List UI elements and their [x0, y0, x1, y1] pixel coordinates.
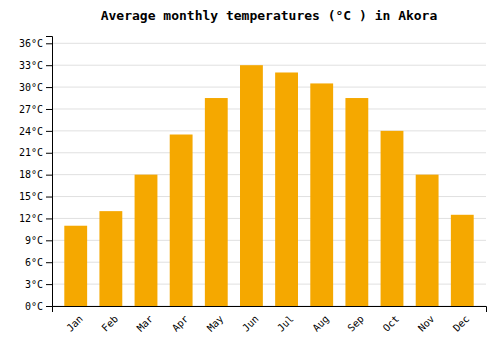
- y-tick-mark: [46, 262, 52, 263]
- y-tick-label: 30°C: [19, 82, 43, 93]
- x-tick-label: Oct: [381, 313, 402, 334]
- y-tick-label: 27°C: [19, 104, 43, 115]
- x-tick-label: Nov: [416, 313, 437, 334]
- y-tick-mark: [46, 175, 52, 176]
- x-tick: Jan: [64, 313, 85, 334]
- bar: [64, 226, 87, 306]
- x-axis-line: [53, 307, 487, 313]
- y-tick-mark: [46, 218, 52, 219]
- y-tick: 0°C: [25, 301, 52, 312]
- bar: [381, 131, 404, 306]
- y-tick-mark: [46, 109, 52, 110]
- y-tick: 12°C: [19, 213, 52, 224]
- y-tick: 33°C: [19, 60, 52, 71]
- bar: [451, 215, 474, 306]
- y-tick-mark: [46, 43, 52, 44]
- x-tick-label: Jan: [64, 313, 85, 334]
- y-tick-label: 6°C: [25, 257, 43, 268]
- y-tick-mark: [46, 240, 52, 241]
- x-tick-label: Jun: [240, 313, 261, 334]
- x-tick: Feb: [100, 313, 121, 334]
- grid-line: [52, 108, 486, 109]
- x-tick: Dec: [451, 313, 472, 334]
- x-axis: Jan Feb Mar Apr May Jun Jul Aug Sep Oct Nov Dec: [53, 307, 487, 334]
- x-tick: Jul: [275, 313, 296, 334]
- y-tick-mark: [46, 153, 52, 154]
- grid-line: [52, 152, 486, 153]
- y-tick: 30°C: [19, 82, 52, 93]
- y-tick-label: 3°C: [25, 279, 43, 290]
- y-tick-label: 33°C: [19, 60, 43, 71]
- y-tick-mark: [46, 197, 52, 198]
- y-tick-mark: [46, 131, 52, 132]
- x-tick-label: Sep: [345, 313, 366, 334]
- grid-line: [52, 130, 486, 131]
- y-tick-label: 12°C: [19, 213, 43, 224]
- y-tick-label: 9°C: [25, 235, 43, 246]
- x-tick: Mar: [135, 313, 156, 334]
- bar: [99, 211, 122, 306]
- y-tick: 27°C: [19, 104, 52, 115]
- grid-line: [52, 87, 486, 88]
- x-tick: Sep: [345, 313, 366, 334]
- x-tick-label: May: [205, 313, 226, 334]
- x-tick: Oct: [381, 313, 402, 334]
- chart: Jan Feb Mar Apr May Jun Jul Aug Sep Oct Nov Dec 0°C 3…: [0, 0, 500, 350]
- grid-line: [52, 43, 486, 44]
- y-tick-label: 15°C: [19, 191, 43, 202]
- y-tick: 18°C: [19, 169, 52, 180]
- y-tick-label: 21°C: [19, 147, 43, 158]
- y-tick-label: 18°C: [19, 169, 43, 180]
- y-tick-label: 0°C: [25, 301, 43, 312]
- y-tick: 36°C: [19, 38, 52, 49]
- y-tick: 6°C: [25, 257, 52, 268]
- y-tick: 3°C: [25, 279, 52, 290]
- y-axis: 0°C 3°C 6°C 9°C 12°C 15°C 18°C 21°C 24°C 27°C 30°C…: [19, 37, 53, 312]
- x-tick: Nov: [416, 313, 437, 334]
- x-tick-label: Mar: [135, 313, 156, 334]
- y-tick: 9°C: [25, 235, 52, 246]
- bar: [135, 175, 158, 306]
- bar: [275, 72, 298, 306]
- bar: [310, 83, 333, 306]
- x-tick: Apr: [170, 313, 191, 334]
- grid-line: [52, 65, 486, 66]
- x-tick-label: Dec: [451, 313, 472, 334]
- x-tick-label: Aug: [310, 313, 331, 334]
- grid: [52, 43, 486, 306]
- y-tick-label: 36°C: [19, 38, 43, 49]
- x-tick: Aug: [310, 313, 331, 334]
- y-tick-mark: [46, 306, 52, 307]
- y-tick-label: 24°C: [19, 126, 43, 137]
- bar: [416, 175, 439, 306]
- bars: [64, 65, 473, 306]
- x-tick-label: Apr: [170, 313, 191, 334]
- bar: [240, 65, 263, 306]
- bar: [205, 98, 228, 306]
- x-tick: May: [205, 313, 226, 334]
- y-tick-mark: [46, 284, 52, 285]
- y-tick: 15°C: [19, 191, 52, 202]
- x-tick: Jun: [240, 313, 261, 334]
- y-tick-mark: [46, 65, 52, 66]
- y-tick: 24°C: [19, 126, 52, 137]
- bar: [345, 98, 368, 306]
- x-tick-label: Jul: [275, 313, 296, 334]
- plot: Jan Feb Mar Apr May Jun Jul Aug Sep Oct Nov Dec 0°C 3…: [19, 37, 487, 334]
- y-axis-line: [46, 37, 53, 307]
- title: Average monthly temperatures (°C ) in Ak…: [101, 8, 438, 23]
- y-tick-mark: [46, 87, 52, 88]
- bar: [170, 135, 193, 306]
- x-tick-label: Feb: [100, 313, 121, 334]
- y-tick: 21°C: [19, 147, 52, 158]
